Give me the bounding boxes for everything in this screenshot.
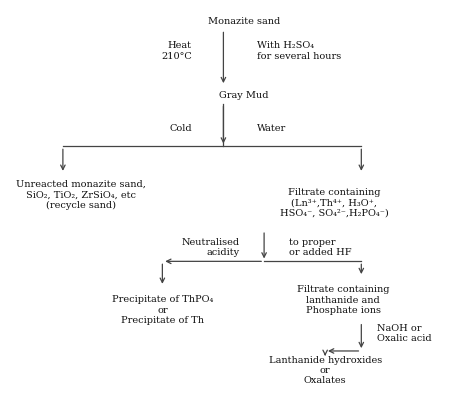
Text: Cold: Cold [169, 124, 192, 133]
Text: Monazite sand: Monazite sand [208, 17, 280, 26]
Text: Heat
210°C: Heat 210°C [161, 41, 192, 60]
Text: With H₂SO₄
for several hours: With H₂SO₄ for several hours [257, 41, 342, 60]
Text: Filtrate containing
(Ln³⁺,Th⁴⁺, H₃O⁺,
HSO₄⁻, SO₄²⁻,H₂PO₄⁻): Filtrate containing (Ln³⁺,Th⁴⁺, H₃O⁺, HS… [280, 188, 389, 218]
Text: Neutralised
acidity: Neutralised acidity [181, 238, 239, 258]
Text: Unreacted monazite sand,
SiO₂, TiO₂, ZrSiO₄, etc
(recycle sand): Unreacted monazite sand, SiO₂, TiO₂, ZrS… [16, 180, 146, 210]
Text: Lanthanide hydroxides
or
Oxalates: Lanthanide hydroxides or Oxalates [268, 355, 382, 385]
Text: Precipitate of ThPO₄
or
Precipitate of Th: Precipitate of ThPO₄ or Precipitate of T… [112, 295, 213, 325]
Text: to proper
or added HF: to proper or added HF [289, 238, 352, 258]
Text: Gray Mud: Gray Mud [219, 91, 268, 100]
Text: Filtrate containing
lanthanide and
Phosphate ions: Filtrate containing lanthanide and Phosp… [297, 285, 390, 315]
Text: NaOH or
Oxalic acid: NaOH or Oxalic acid [377, 324, 432, 343]
Text: Water: Water [257, 124, 287, 133]
